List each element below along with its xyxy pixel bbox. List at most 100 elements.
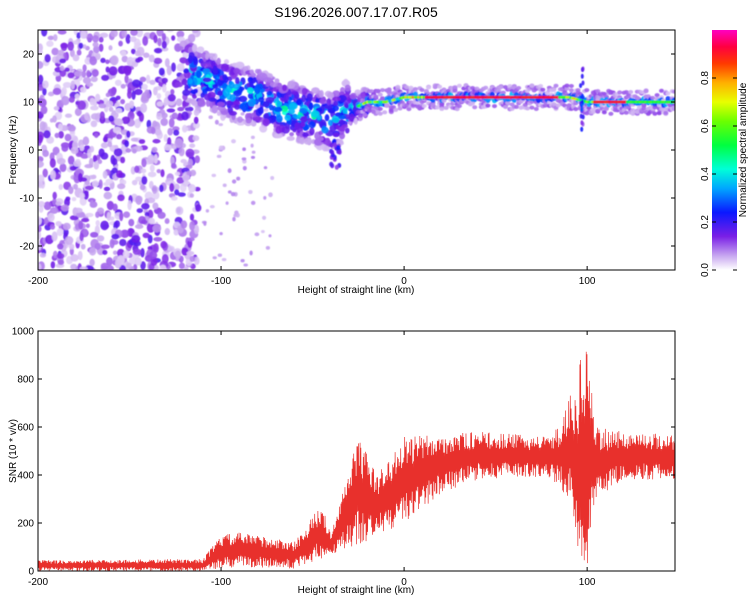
spectrogram-cell — [74, 107, 82, 117]
spectrogram-cell — [130, 30, 138, 36]
spectrogram-cell — [68, 186, 74, 195]
spectrogram-cell — [262, 101, 270, 108]
spectrogram-cell — [275, 125, 282, 134]
spectrogram-cell — [194, 155, 200, 164]
spectrogram-cell — [274, 78, 280, 84]
spectrogram-cell — [173, 129, 180, 136]
spectrogram-cell — [169, 182, 175, 192]
spectrogram-cell — [120, 83, 126, 89]
spectrogram-cell — [154, 128, 162, 136]
spectrogram-cell — [196, 46, 205, 53]
spectrogram-cell — [190, 100, 197, 105]
spectrogram-cell — [152, 138, 161, 144]
spectrogram-cell — [122, 250, 130, 259]
snr-frame — [37, 330, 676, 572]
spectrogram-cell — [123, 211, 131, 219]
spectrogram-cell — [209, 204, 215, 209]
spectrogram-cell — [92, 155, 98, 163]
colorbar-ticks: 0.0 0.2 0.4 0.6 0.8 — [700, 71, 737, 277]
spectrogram-cell — [595, 108, 601, 113]
spectrogram-cell — [38, 180, 44, 189]
spectrogram-cell — [159, 184, 164, 193]
spectrogram-cell — [129, 36, 137, 43]
spectrogram-cell — [124, 140, 129, 148]
spectrogram-cell — [189, 193, 195, 198]
spectrogram-cell — [106, 200, 114, 211]
spectrogram-cell — [263, 166, 268, 170]
spectrogram-cell — [153, 57, 163, 65]
spectrogram-cell — [120, 229, 130, 239]
spectrogram-cell — [584, 88, 590, 93]
spectrogram-cell — [310, 110, 320, 118]
spectrogram-cell — [386, 89, 392, 94]
spectrogram-cell — [100, 57, 106, 64]
spectrogram-cell — [56, 228, 64, 237]
spectrogram-cell — [127, 87, 132, 94]
spectrogram-cell — [67, 155, 75, 165]
spectrogram-cell — [177, 192, 186, 197]
spectrogram-cell — [250, 143, 254, 148]
spectrogram-cell — [253, 116, 262, 121]
spectrogram-cell — [329, 142, 334, 148]
spectrogram-cell — [79, 192, 85, 200]
spectrogram-cell — [80, 30, 87, 39]
spectrogram-cell — [73, 160, 82, 167]
spectrogram-cell — [229, 94, 236, 102]
spectrogram-cell — [102, 170, 108, 179]
spectrogram-cell — [412, 87, 418, 92]
spectrogram-cell — [216, 57, 221, 65]
spectrogram-cell — [128, 218, 135, 227]
spectrogram-y-tick-label: 0 — [28, 146, 34, 157]
spectrogram-cell — [263, 196, 267, 200]
spectrogram-cell — [42, 149, 49, 158]
spectrogram-cell — [498, 85, 504, 90]
spectrogram-cell — [106, 211, 111, 222]
spectrogram-cell — [156, 168, 162, 174]
spectrogram-cell — [315, 107, 323, 112]
colorbar-gradient — [712, 30, 737, 270]
spectrogram-x-tick-label: 100 — [579, 276, 596, 287]
spectrogram-cell — [248, 189, 253, 195]
spectrogram-cell — [77, 100, 87, 111]
spectrogram-cell — [51, 231, 58, 242]
spectrogram-cell — [331, 115, 341, 123]
spectrogram-cell — [92, 41, 99, 48]
spectrogram-cell — [174, 250, 181, 260]
spectrogram-cell — [332, 90, 341, 98]
colorbar-tick-label: 0.4 — [700, 167, 711, 181]
spectrogram-cell — [202, 77, 212, 83]
spectrogram-cell — [222, 74, 228, 81]
spectrogram-cell — [91, 180, 99, 187]
spectrogram-cell — [580, 103, 584, 108]
spectrogram-cell — [140, 261, 146, 270]
spectrogram-cell — [161, 40, 167, 49]
spectrogram-cell — [95, 219, 100, 227]
spectrogram-cell — [590, 107, 596, 112]
spectrogram-cell — [60, 204, 70, 212]
spectrogram-cell — [52, 250, 58, 259]
spectrogram-cell — [338, 115, 347, 120]
snr-y-tick-label: 600 — [17, 423, 34, 434]
spectrogram-cell — [156, 112, 162, 120]
spectrogram-cell — [232, 101, 241, 106]
spectrogram-cell — [74, 93, 80, 100]
spectrogram-cell — [408, 85, 414, 90]
spectrogram-cell — [483, 85, 489, 90]
spectrogram-cell — [67, 125, 76, 132]
spectrogram-x-axis-label: Height of straight line (km) — [298, 285, 415, 296]
spectrogram-cell — [124, 74, 129, 84]
spectrogram-cell — [175, 206, 184, 216]
spectrogram-cell — [634, 110, 640, 114]
spectrogram-cell — [264, 112, 270, 119]
spectrogram-cell — [131, 48, 136, 55]
spectrogram-cell — [174, 138, 184, 149]
spectrogram-cell — [93, 161, 100, 170]
spectrogram-cell — [227, 190, 232, 194]
spectrogram-cell — [182, 51, 189, 59]
spectrogram-cell — [142, 232, 150, 239]
spectrogram-cell — [294, 122, 301, 130]
spectrogram-cell — [70, 254, 79, 262]
spectrogram-cell — [251, 76, 258, 83]
spectrogram-cell — [580, 73, 584, 79]
